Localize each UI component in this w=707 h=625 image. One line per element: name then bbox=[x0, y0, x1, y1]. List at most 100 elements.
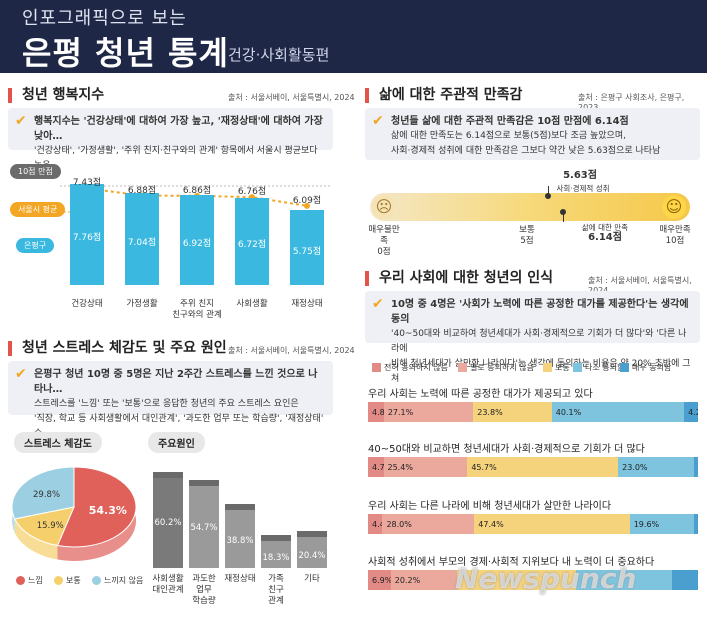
header: 인포그래픽으로 보는 은평 청년 통계 건강·사회활동편 bbox=[0, 0, 707, 73]
pie-label: 29.8% bbox=[33, 490, 60, 500]
cause-pill: 주요원인 bbox=[148, 432, 205, 453]
avg-tag: 서울시 평균 bbox=[10, 202, 66, 217]
happiness-avg-value: 7.43점 bbox=[72, 178, 102, 189]
happiness-note: ✔ 행복지수는 '건강상태'에 대하여 가장 높고, '재정상태'에 대하여 가… bbox=[8, 108, 333, 171]
perception-segment: 4.7% bbox=[368, 457, 384, 477]
scale-tick bbox=[562, 212, 564, 222]
header-main: 은평 청년 통계 bbox=[22, 34, 229, 72]
happiness-note-text: '건강상태', '가정생활', '주위 친지·친구와의 관계' 항목에서 서울시… bbox=[34, 146, 318, 171]
eunpyeong-tag: 은평구 bbox=[16, 238, 55, 253]
happiness-avg-value: 6.76점 bbox=[237, 187, 267, 198]
happiness-bar bbox=[70, 184, 104, 285]
header-sup: 인포그래픽으로 보는 bbox=[22, 8, 187, 29]
scale-left: 매우불만족 0점 bbox=[368, 225, 400, 257]
pie-slice bbox=[14, 506, 75, 547]
happiness-bar bbox=[125, 193, 159, 285]
perception-note: ✔ 10명 중 4명은 '사회가 노력에 따른 공정한 대가를 제공한다'는 생… bbox=[365, 291, 700, 384]
perception-stack: 4.4%28.0%47.4%19.6%0.6% bbox=[368, 514, 698, 534]
perception-question: 40~50대와 비교하면 청년세대가 사회·경제적으로 기회가 더 많다 bbox=[368, 444, 645, 455]
happiness-title: 청년 행복지수 bbox=[8, 88, 104, 103]
satisfaction-note-text2: 사회·경제적 성취에 대한 만족감은 그보다 약간 낮은 5.63점으로 나타남 bbox=[391, 146, 661, 156]
stress-note: ✔ 은평구 청년 10명 중 5명은 지난 2주간 스트레스를 느낀 것으로 나… bbox=[8, 361, 333, 439]
perception-stack: 4.7%25.4%45.7%23.0%1.1% bbox=[368, 457, 698, 477]
happiness-avg-value: 6.09점 bbox=[292, 195, 322, 206]
sad-face-icon: ☹ bbox=[372, 195, 396, 219]
happiness-x-label: 재정상태 bbox=[291, 299, 323, 309]
happiness-avg-value: 6.86점 bbox=[182, 185, 212, 196]
cause-x-label: 사회생활 대인관계 bbox=[152, 574, 184, 595]
bottom-val: 6.14점 bbox=[588, 232, 622, 243]
stress-source: 출처 : 서울서베이, 서울특별시, 2024 bbox=[228, 346, 355, 355]
happiness-bar bbox=[290, 210, 324, 285]
check-icon: ✔ bbox=[15, 366, 27, 382]
cause-bar-value: 38.8% bbox=[226, 535, 254, 546]
pie-pill: 스트레스 체감도 bbox=[14, 432, 102, 453]
cause-bar-value: 54.7% bbox=[190, 522, 218, 533]
perception-note-text2: 비해 청년세대가 살만한 나라이다'는 생각에 동의하는 비율은 약 20% 초… bbox=[391, 359, 691, 384]
cause-bar-value: 20.4% bbox=[298, 551, 326, 562]
legend-swatch bbox=[458, 363, 467, 372]
cause-bar-cap bbox=[189, 479, 219, 486]
legend-swatch bbox=[92, 576, 101, 585]
cause-bar-cap bbox=[261, 534, 291, 541]
top-lab: 사회·경제적 성취 bbox=[556, 184, 610, 193]
happiness-avg-value: 6.88점 bbox=[127, 185, 157, 196]
happiness-x-label: 주위 친지 친구와의 관계 bbox=[172, 299, 222, 320]
scale-tag: 10점 만점 bbox=[10, 164, 61, 179]
happiness-bar-value: 6.72점 bbox=[237, 239, 267, 250]
check-icon: ✔ bbox=[372, 296, 384, 312]
pie-legend-item: 보통 bbox=[54, 575, 81, 586]
cause-bar-cap bbox=[153, 471, 183, 478]
perception-segment: 4.2% bbox=[684, 402, 698, 422]
pie-slice bbox=[11, 466, 75, 520]
bottom-lab: 삶에 대한 만족 bbox=[581, 223, 629, 232]
perception-segment bbox=[457, 570, 577, 590]
pie-slice bbox=[56, 466, 137, 548]
legend-label: 다소 동의함 bbox=[585, 363, 625, 372]
cause-bar-cap bbox=[225, 503, 255, 510]
happy-face-icon: ☺ bbox=[662, 195, 686, 219]
legend-label: 느끼지 않음 bbox=[104, 576, 144, 585]
satisfaction-scale-bar bbox=[370, 193, 690, 221]
perception-title: 우리 사회에 대한 청년의 인식 bbox=[365, 271, 553, 286]
perception-segment: 4.8% bbox=[368, 402, 384, 422]
happiness-x-label: 사회생활 bbox=[236, 299, 268, 309]
cause-bar bbox=[153, 477, 183, 568]
perception-segment bbox=[576, 570, 672, 590]
pie-legend-item: 느낌 bbox=[16, 575, 43, 586]
perception-segment: 40.1% bbox=[551, 402, 685, 422]
perception-legend-item: 보통 bbox=[543, 362, 570, 373]
perception-segment: 28.0% bbox=[382, 514, 475, 534]
legend-swatch bbox=[16, 576, 25, 585]
scale-point bbox=[545, 193, 552, 199]
satisfaction-note-text1: 삶에 대한 만족도는 6.14점으로 보통(5점)보다 조금 높았으며, bbox=[391, 131, 626, 141]
legend-label: 매우 동의함 bbox=[632, 363, 672, 372]
perception-segment: 6.9% bbox=[368, 570, 391, 590]
perception-stack: 6.9% 20.2% bbox=[368, 570, 698, 590]
perception-question: 사회적 성취에서 부모의 경제·사회적 지위보다 내 노력이 더 중요하다 bbox=[368, 557, 655, 568]
perception-segment: 20.2% bbox=[390, 570, 458, 590]
perception-segment bbox=[671, 570, 698, 590]
legend-swatch bbox=[54, 576, 63, 585]
perception-segment: 27.1% bbox=[383, 402, 474, 422]
satisfaction-note: ✔ 청년들 삶에 대한 주관적 만족감은 10점 만점에 6.14점 삶에 대한… bbox=[365, 108, 700, 160]
cause-bar-cap bbox=[297, 531, 327, 538]
satisfaction-title: 삶에 대한 주관적 만족감 bbox=[365, 88, 522, 103]
cause-x-label: 가족 친구 관계 bbox=[268, 574, 284, 606]
happiness-bar-value: 5.75점 bbox=[292, 246, 322, 257]
satisfaction-source: 출처 : 은평구 사회조사, 은평구, 2023 bbox=[578, 93, 685, 112]
perception-segment: 1.1% bbox=[694, 457, 698, 477]
perception-stack: 4.8%27.1%23.8%40.1%4.2% bbox=[368, 402, 698, 422]
perception-segment: 47.4% bbox=[474, 514, 630, 534]
pie-label: 15.9% bbox=[37, 521, 64, 531]
perception-segment: 0.6% bbox=[694, 514, 698, 534]
happiness-bar-value: 6.92점 bbox=[182, 238, 212, 249]
perception-question: 우리 사회는 노력에 따른 공정한 대가가 제공되고 있다 bbox=[368, 389, 593, 400]
perception-source: 출처 : 서울서베이, 서울특별시, 2024 bbox=[588, 276, 692, 295]
legend-swatch bbox=[620, 363, 629, 372]
perception-legend-item: 매우 동의함 bbox=[620, 362, 671, 373]
legend-label: 느낌 bbox=[28, 576, 43, 585]
perception-legend-item: 전혀 동의하지 않음 bbox=[372, 362, 448, 373]
perception-note-bold: 10명 중 4명은 '사회가 노력에 따른 공정한 대가를 제공한다'는 생각에… bbox=[391, 299, 689, 325]
cause-bar bbox=[225, 509, 255, 568]
